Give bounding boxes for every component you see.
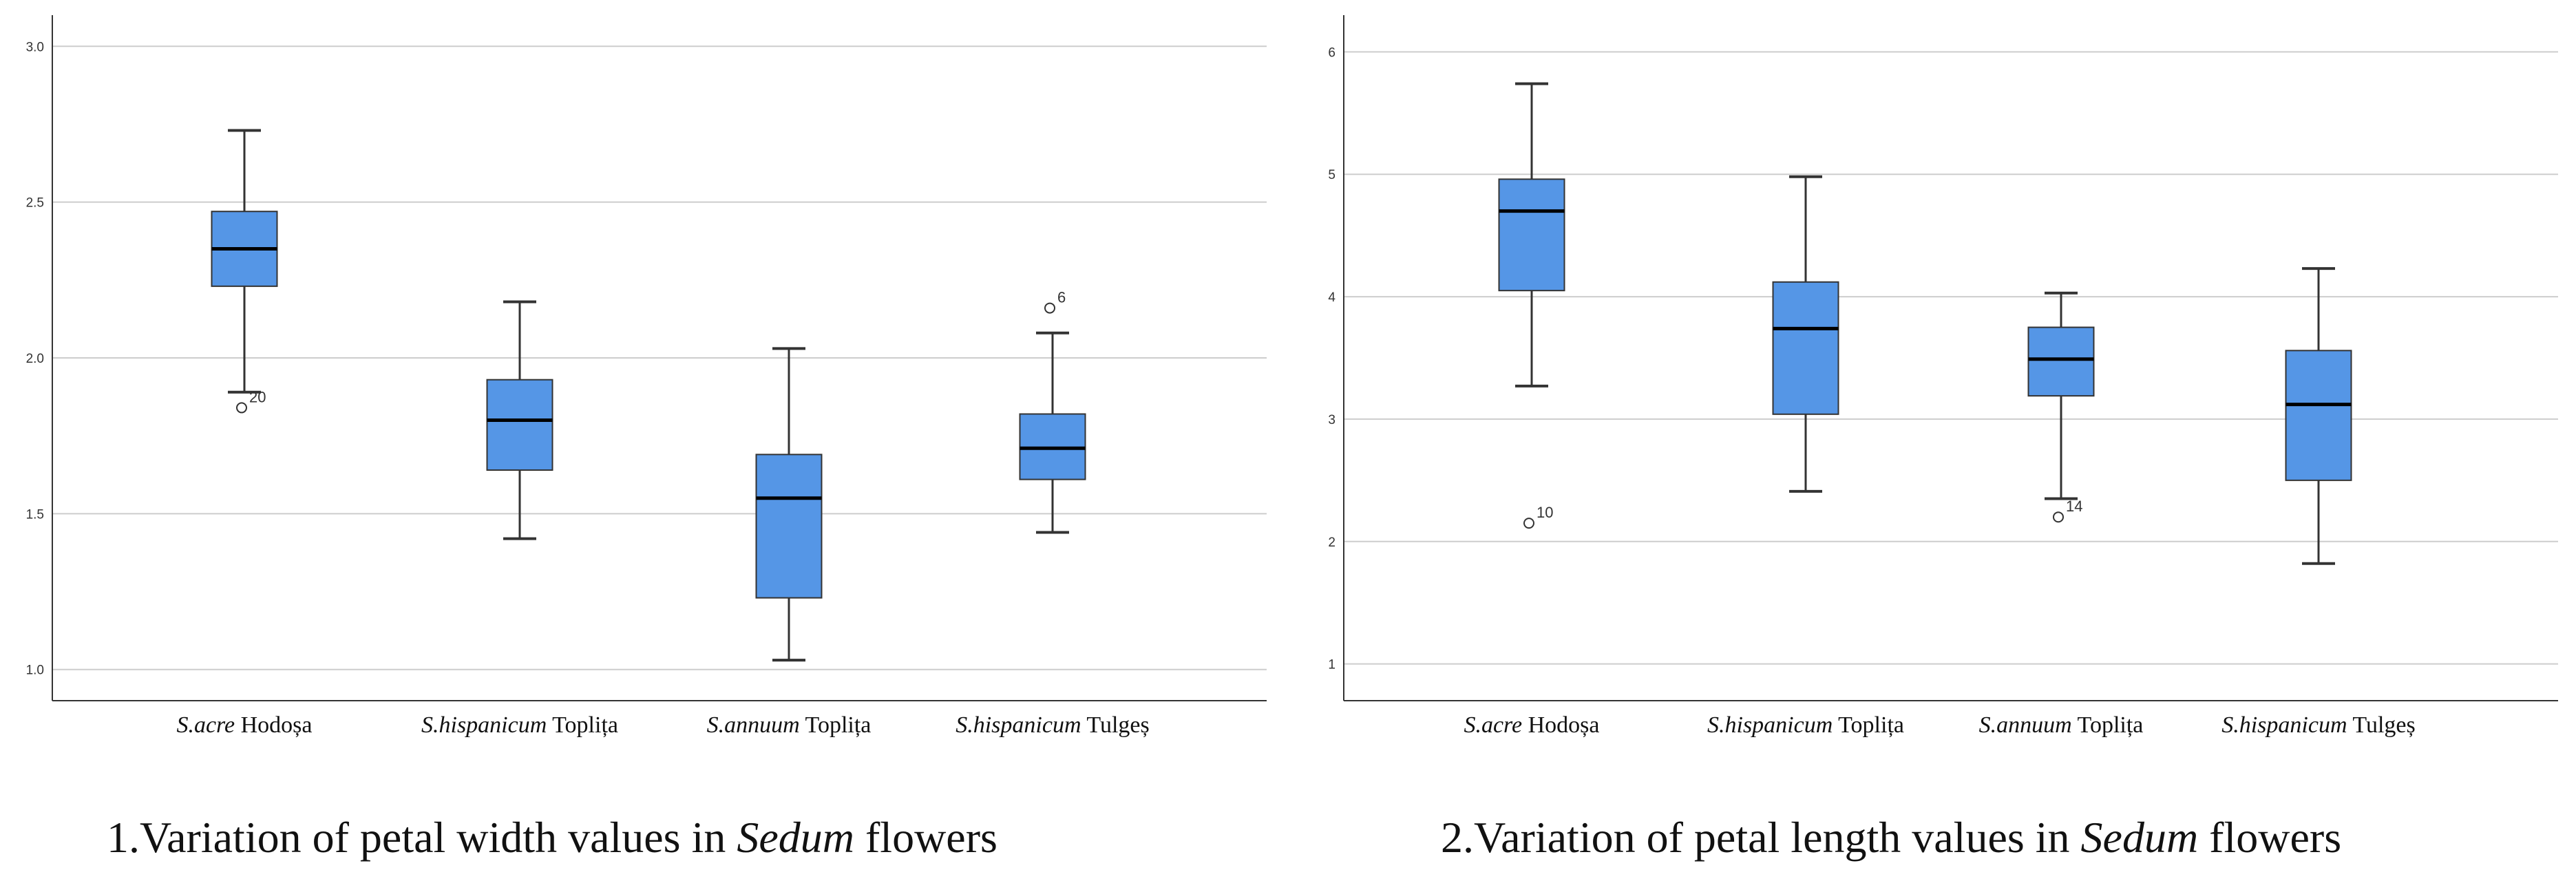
x-tick-site: Tulgeș xyxy=(1081,712,1150,738)
caption-2: 2.Variation of petal length values in Se… xyxy=(1441,816,2341,860)
box-3: 14 xyxy=(2027,291,2095,523)
caption-1-prefix: Variation of petal width values in xyxy=(140,813,737,862)
x-tick-label: S.annuum Toplița xyxy=(707,712,872,738)
outlier-label: 10 xyxy=(1537,504,1553,521)
outlier-label: 20 xyxy=(249,388,266,405)
x-tick-label: S.acre Hodoșa xyxy=(176,712,312,738)
x-tick-species: S.annuum xyxy=(1979,712,2072,738)
x-tick-species: S.acre xyxy=(176,712,235,738)
outlier-point xyxy=(2053,511,2064,523)
box-2 xyxy=(486,300,553,540)
caption-2-prefix: Variation of petal length values in xyxy=(1474,813,2081,862)
caption-1: 1.Variation of petal width values in Sed… xyxy=(107,816,997,860)
box-4 xyxy=(2285,267,2352,565)
box-4: 6 xyxy=(1019,289,1086,534)
y-tick-label: 6 xyxy=(1328,45,1335,60)
chart-2: 1 2 3 4 5 6 10 S.acre Hodoșa S.hispanicum Topliț… xyxy=(1328,15,2558,738)
y-tick-label: 1.0 xyxy=(26,664,44,678)
box-iqr xyxy=(2027,326,2095,397)
x-tick-species: S.hispanicum xyxy=(2221,712,2347,738)
box-iqr xyxy=(755,454,823,599)
x-tick-site: Hodoșa xyxy=(235,712,312,738)
y-tick-label: 3 xyxy=(1328,413,1335,427)
x-tick-species: S.hispanicum xyxy=(956,712,1081,738)
box-iqr xyxy=(2285,350,2352,481)
x-tick-site: Hodoșa xyxy=(1522,712,1599,738)
caption-1-genus: Sedum xyxy=(737,813,854,862)
y-tick-label: 5 xyxy=(1328,168,1335,182)
outlier-point xyxy=(1523,518,1534,529)
caption-2-suffix: flowers xyxy=(2198,813,2342,862)
caption-1-number: 1. xyxy=(107,813,140,862)
y-tick-label: 3.0 xyxy=(26,40,44,54)
x-tick-label: S.hispanicum Tulgeș xyxy=(956,712,1150,738)
box-iqr xyxy=(1498,178,1565,292)
outlier-point xyxy=(236,402,247,414)
chart-1: 1.0 1.5 2.0 2.5 3.0 20 S.acre Hodoșa S.hispanic… xyxy=(26,15,1267,738)
box-1: 20 xyxy=(211,129,278,414)
outlier-label: 6 xyxy=(1057,289,1066,306)
x-tick-site: Toplița xyxy=(800,712,872,738)
x-tick-species: S.annuum xyxy=(707,712,800,738)
x-tick-label: S.hispanicum Toplița xyxy=(1707,712,1904,738)
x-tick-label: S.hispanicum Toplița xyxy=(421,712,618,738)
box-iqr xyxy=(486,379,553,471)
caption-2-number: 2. xyxy=(1441,813,1474,862)
x-tick-species: S.acre xyxy=(1464,712,1522,738)
y-tick-label: 4 xyxy=(1328,290,1335,305)
box-iqr xyxy=(1772,281,1839,415)
y-tick-label: 2 xyxy=(1328,535,1335,550)
y-tick-label: 1 xyxy=(1328,658,1335,672)
x-tick-site: Toplița xyxy=(547,712,618,738)
x-tick-site: Tulgeș xyxy=(2347,712,2416,738)
outlier-label: 14 xyxy=(2066,498,2082,515)
y-tick-label: 1.5 xyxy=(26,507,44,522)
x-tick-species: S.hispanicum xyxy=(1707,712,1833,738)
x-tick-species: S.hispanicum xyxy=(421,712,547,738)
x-tick-site: Toplița xyxy=(2072,712,2144,738)
x-tick-label: S.annuum Toplița xyxy=(1979,712,2144,738)
outlier-point xyxy=(1044,302,1055,314)
box-2 xyxy=(1772,175,1839,493)
y-tick-label: 2.5 xyxy=(26,196,44,211)
box-3 xyxy=(755,347,823,662)
caption-1-suffix: flowers xyxy=(854,813,997,862)
x-tick-label: S.hispanicum Tulgeș xyxy=(2221,712,2416,738)
box-1: 10 xyxy=(1498,82,1565,529)
caption-2-genus: Sedum xyxy=(2080,813,2199,862)
x-tick-site: Toplița xyxy=(1833,712,1904,738)
y-tick-label: 2.0 xyxy=(26,352,44,366)
x-tick-label: S.acre Hodoșa xyxy=(1464,712,1599,738)
